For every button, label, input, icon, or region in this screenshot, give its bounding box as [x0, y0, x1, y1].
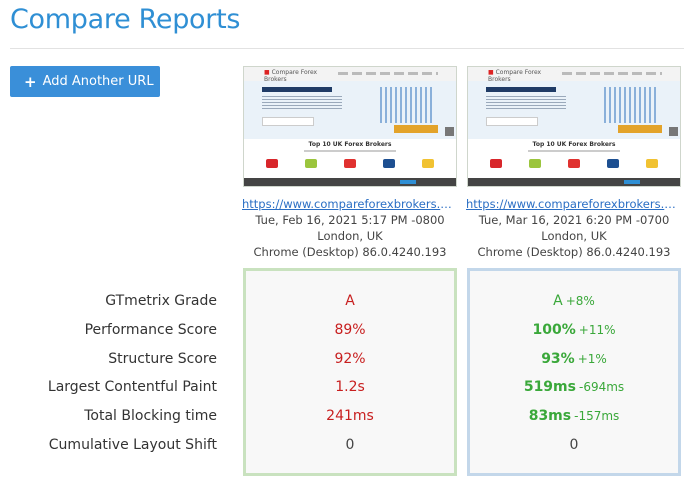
thumb-hero: [244, 81, 456, 139]
thumb-nav: [562, 72, 662, 75]
report-2-grade: A +8%: [470, 293, 678, 309]
add-another-url-button[interactable]: + Add Another URL: [10, 66, 160, 97]
report-1-grade: A: [246, 293, 454, 309]
report-1-tbt: 241ms: [246, 408, 454, 424]
broker-logo: [383, 159, 395, 168]
report-1-browser: Chrome (Desktop) 86.0.4240.193: [253, 245, 447, 259]
thumb-logo-text: Compare Forex Brokers: [264, 69, 318, 83]
lcp-value: 1.2s: [335, 379, 365, 395]
thumb-hero-chart: [604, 87, 656, 123]
thumb-hero-chart: [380, 87, 432, 123]
structure-value: 92%: [334, 351, 366, 367]
structure-value: 93%: [541, 351, 575, 367]
report-1-lcp: 1.2s: [246, 379, 454, 395]
thumb-hero-stripe: [618, 125, 662, 133]
tbt-delta: -157ms: [574, 409, 620, 423]
report-2-screenshot[interactable]: ■ Compare Forex Brokers Top 10 UK Forex …: [467, 66, 681, 187]
thumb-nav: [338, 72, 438, 75]
report-2-date: Tue, Mar 16, 2021 6:20 PM -0700: [478, 213, 670, 227]
thumb-footer: [244, 178, 456, 186]
report-1-location: London, UK: [317, 229, 383, 243]
report-1-metrics-panel: A 89% 92% 1.2s 241ms 0: [243, 268, 457, 476]
thumb-topbar: ■ Compare Forex Brokers: [468, 67, 680, 83]
thumb-side-icon: [669, 127, 678, 136]
thumb-hero-title: [262, 87, 332, 92]
thumb-footer-button: [624, 180, 640, 184]
performance-value: 89%: [334, 322, 366, 338]
broker-logo: [568, 159, 580, 168]
report-2-url-link[interactable]: https://www.compareforexbrokers.com/be..…: [466, 197, 682, 211]
cls-value: 0: [345, 437, 355, 453]
add-another-url-label: Add Another URL: [42, 74, 154, 89]
report-1-structure: 92%: [246, 351, 454, 367]
report-2-performance: 100% +11%: [470, 322, 678, 338]
thumb-hero-badge: [486, 117, 538, 126]
thumb-logo: ■ Compare Forex Brokers: [488, 69, 542, 83]
plus-icon: +: [24, 72, 37, 91]
thumb-broker-logos: [266, 159, 434, 168]
report-1-url-link[interactable]: https://www.compareforexbrokers.com/be..…: [242, 197, 458, 211]
thumb-logo-text: Compare Forex Brokers: [488, 69, 542, 83]
broker-logo: [422, 159, 434, 168]
thumb-footer-button: [400, 180, 416, 184]
performance-value: 100%: [532, 322, 576, 338]
tbt-value: 241ms: [326, 408, 374, 424]
grade-delta: +8%: [565, 294, 595, 308]
thumb-footer: [468, 178, 680, 186]
label-lcp: Largest Contentful Paint: [47, 379, 217, 395]
report-2-tbt: 83ms -157ms: [470, 408, 678, 424]
structure-delta: +1%: [577, 352, 607, 366]
report-1-meta: https://www.compareforexbrokers.com/be..…: [230, 196, 470, 260]
lcp-value: 519ms: [523, 379, 576, 395]
broker-logo: [646, 159, 658, 168]
report-1-cls: 0: [246, 437, 454, 453]
thumb-heading: Top 10 UK Forex Brokers: [308, 141, 392, 148]
report-2-meta: https://www.compareforexbrokers.com/be..…: [454, 196, 694, 260]
label-tbt: Total Blocking time: [84, 408, 217, 424]
report-2-location: London, UK: [541, 229, 607, 243]
grade-value: A: [553, 293, 563, 309]
performance-delta: +11%: [578, 323, 616, 337]
broker-logo: [266, 159, 278, 168]
report-1-screenshot[interactable]: ■ Compare Forex Brokers Top 10 UK Forex …: [243, 66, 457, 187]
thumb-hero-text: [262, 96, 342, 110]
thumb-hero-title: [486, 87, 556, 92]
page-title: Compare Reports: [10, 4, 241, 35]
thumb-topbar: ■ Compare Forex Brokers: [244, 67, 456, 83]
report-2-lcp: 519ms -694ms: [470, 379, 678, 395]
thumb-subtext: [528, 150, 620, 152]
broker-logo: [344, 159, 356, 168]
report-2-metrics-panel: A +8% 100% +11% 93% +1% 519ms -694ms 83ms -15…: [467, 268, 681, 476]
label-structure-score: Structure Score: [108, 351, 217, 367]
report-2-structure: 93% +1%: [470, 351, 678, 367]
cls-value: 0: [569, 437, 579, 453]
thumb-hero-text: [486, 96, 566, 110]
report-1-date: Tue, Feb 16, 2021 5:17 PM -0800: [255, 213, 445, 227]
thumb-heading: Top 10 UK Forex Brokers: [532, 141, 616, 148]
broker-logo: [607, 159, 619, 168]
label-cls: Cumulative Layout Shift: [48, 437, 217, 453]
thumb-hero-badge: [262, 117, 314, 126]
report-2-browser: Chrome (Desktop) 86.0.4240.193: [477, 245, 671, 259]
thumb-side-icon: [445, 127, 454, 136]
thumb-logo: ■ Compare Forex Brokers: [264, 69, 318, 83]
thumb-broker-logos: [490, 159, 658, 168]
lcp-delta: -694ms: [578, 380, 625, 394]
label-performance-score: Performance Score: [84, 322, 217, 338]
thumb-hero-stripe: [394, 125, 438, 133]
report-1-performance: 89%: [246, 322, 454, 338]
thumb-subtext: [304, 150, 396, 152]
grade-value: A: [345, 293, 355, 309]
report-2-cls: 0: [470, 437, 678, 453]
broker-logo: [490, 159, 502, 168]
title-divider: [10, 48, 684, 49]
label-gtmetrix-grade: GTmetrix Grade: [105, 293, 217, 309]
tbt-value: 83ms: [528, 408, 572, 424]
broker-logo: [305, 159, 317, 168]
thumb-hero: [468, 81, 680, 139]
broker-logo: [529, 159, 541, 168]
